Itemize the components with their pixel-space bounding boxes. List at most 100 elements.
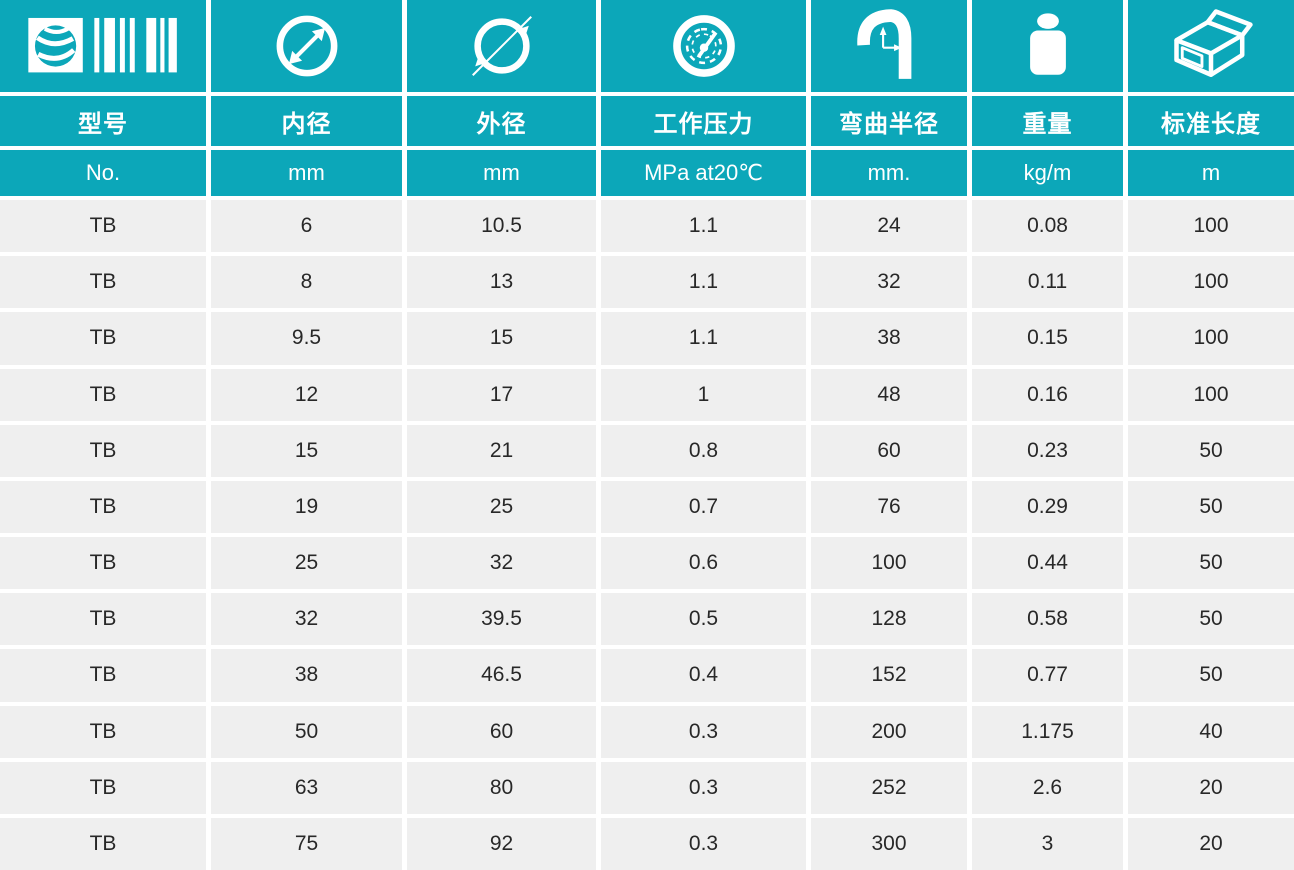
- header-label-weight: 重量: [972, 96, 1123, 146]
- pressure-gauge-icon: [666, 8, 742, 84]
- header-unit-bend-radius: mm.: [811, 150, 967, 196]
- header-cell-inner-diameter: [211, 0, 402, 92]
- header-unit-length: m: [1128, 150, 1294, 196]
- outer-diameter-icon: [463, 7, 541, 85]
- table-cell: 38: [811, 312, 967, 365]
- header-cell-outer-diameter: [407, 0, 596, 92]
- header-cell-bend-radius: [811, 0, 967, 92]
- inner-diameter-icon: [270, 9, 344, 83]
- table-cell: 200: [811, 705, 967, 758]
- table-cell: 80: [407, 761, 596, 814]
- table-cell: 46.5: [407, 649, 596, 702]
- table-cell: 0.77: [972, 649, 1123, 702]
- table-cell: 100: [811, 537, 967, 590]
- table-cell: 9.5: [211, 312, 402, 365]
- header-label-length: 标准长度: [1128, 96, 1294, 146]
- header-cell-length: [1128, 0, 1294, 92]
- table-cell: 32: [407, 537, 596, 590]
- box-icon: [1165, 9, 1257, 83]
- table-cell: 50: [1128, 480, 1294, 533]
- table-cell: 50: [1128, 424, 1294, 477]
- bend-radius-icon: [851, 8, 927, 84]
- table-cell: 17: [407, 368, 596, 421]
- table-cell: 20: [1128, 817, 1294, 870]
- header-label-inner-diameter: 内径: [211, 96, 402, 146]
- table-cell: TB: [0, 705, 206, 758]
- header-label-model: 型号: [0, 96, 206, 146]
- table-cell: 75: [211, 817, 402, 870]
- table-cell: 15: [407, 312, 596, 365]
- table-cell: 0.58: [972, 593, 1123, 646]
- table-cell: TB: [0, 200, 206, 253]
- table-cell: 0.3: [601, 817, 806, 870]
- table-cell: 25: [211, 537, 402, 590]
- table-cell: 60: [811, 424, 967, 477]
- table-cell: 0.3: [601, 705, 806, 758]
- table-cell: 48: [811, 368, 967, 421]
- table-cell: 0.6: [601, 537, 806, 590]
- table-cell: 20: [1128, 761, 1294, 814]
- table-cell: TB: [0, 368, 206, 421]
- table-cell: 38: [211, 649, 402, 702]
- table-cell: 0.15: [972, 312, 1123, 365]
- table-cell: 15: [211, 424, 402, 477]
- table-cell: 32: [211, 593, 402, 646]
- header-unit-outer-diameter: mm: [407, 150, 596, 196]
- table-cell: 8: [211, 256, 402, 309]
- table-cell: 0.44: [972, 537, 1123, 590]
- table-cell: 25: [407, 480, 596, 533]
- table-cell: 0.11: [972, 256, 1123, 309]
- table-cell: 39.5: [407, 593, 596, 646]
- table-cell: TB: [0, 649, 206, 702]
- table-cell: TB: [0, 424, 206, 477]
- table-cell: 1.1: [601, 312, 806, 365]
- table-cell: 128: [811, 593, 967, 646]
- table-cell: 300: [811, 817, 967, 870]
- table-cell: 100: [1128, 312, 1294, 365]
- table-cell: 0.23: [972, 424, 1123, 477]
- header-cell-weight: [972, 0, 1123, 92]
- table-cell: 76: [811, 480, 967, 533]
- header-label-bend-radius: 弯曲半径: [811, 96, 967, 146]
- table-cell: 100: [1128, 200, 1294, 253]
- table-cell: 12: [211, 368, 402, 421]
- table-cell: 50: [1128, 593, 1294, 646]
- table-cell: 0.16: [972, 368, 1123, 421]
- table-cell: 60: [407, 705, 596, 758]
- table-cell: 0.4: [601, 649, 806, 702]
- weight-icon: [1013, 9, 1083, 83]
- header-label-pressure: 工作压力: [601, 96, 806, 146]
- table-cell: TB: [0, 817, 206, 870]
- table-cell: 0.08: [972, 200, 1123, 253]
- table-cell: TB: [0, 537, 206, 590]
- table-cell: 0.7: [601, 480, 806, 533]
- header-label-outer-diameter: 外径: [407, 96, 596, 146]
- table-cell: 1.175: [972, 705, 1123, 758]
- table-cell: 10.5: [407, 200, 596, 253]
- table-cell: 0.3: [601, 761, 806, 814]
- table-cell: 1.1: [601, 200, 806, 253]
- table-cell: 100: [1128, 368, 1294, 421]
- table-cell: 3: [972, 817, 1123, 870]
- table-cell: 0.29: [972, 480, 1123, 533]
- header-unit-weight: kg/m: [972, 150, 1123, 196]
- table-cell: 40: [1128, 705, 1294, 758]
- table-cell: TB: [0, 480, 206, 533]
- table-cell: 152: [811, 649, 967, 702]
- table-cell: 252: [811, 761, 967, 814]
- table-cell: 32: [811, 256, 967, 309]
- table-cell: 92: [407, 817, 596, 870]
- header-cell-pressure: [601, 0, 806, 92]
- table-cell: 50: [1128, 649, 1294, 702]
- table-cell: TB: [0, 256, 206, 309]
- header-unit-inner-diameter: mm: [211, 150, 402, 196]
- logo-barcode-icon: [23, 13, 183, 79]
- header-unit-pressure: MPa at20℃: [601, 150, 806, 196]
- header-cell-model: [0, 0, 206, 92]
- table-cell: TB: [0, 312, 206, 365]
- table-cell: TB: [0, 761, 206, 814]
- table-cell: 100: [1128, 256, 1294, 309]
- table-cell: 0.5: [601, 593, 806, 646]
- table-cell: 1: [601, 368, 806, 421]
